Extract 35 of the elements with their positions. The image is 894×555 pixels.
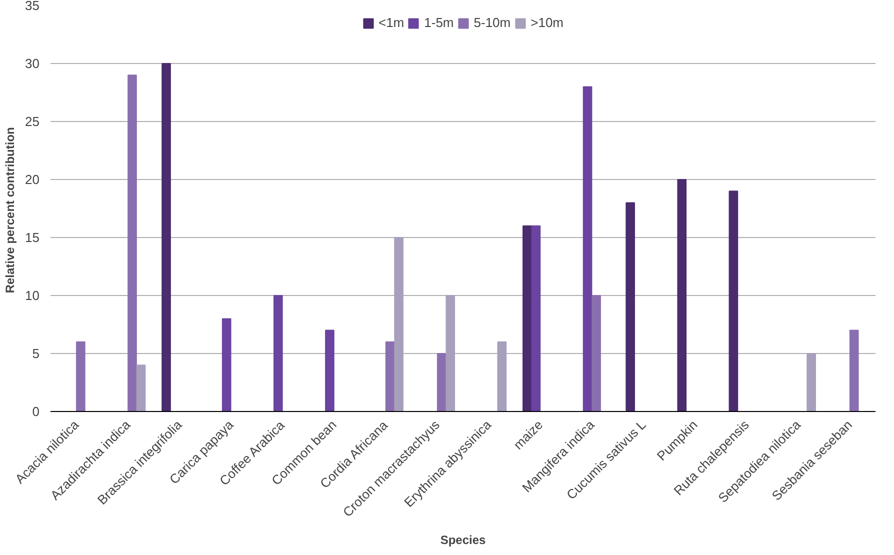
bar <box>522 225 532 412</box>
bar <box>677 179 687 412</box>
bar <box>592 295 601 412</box>
y-tick-label: 0 <box>32 404 40 419</box>
bar <box>436 353 446 412</box>
bar <box>728 190 738 412</box>
bar <box>497 341 507 412</box>
bar <box>849 330 859 412</box>
bar <box>128 74 137 412</box>
legend-label: <1m <box>378 15 404 30</box>
y-axis-title: Relative percent contribution <box>3 127 18 294</box>
y-tick-label: 10 <box>25 288 40 303</box>
legend-label: 1-5m <box>424 15 454 30</box>
x-axis-title: Species <box>440 533 486 548</box>
bar <box>626 202 635 412</box>
y-tick-label: 15 <box>25 230 40 245</box>
y-tick-label: 5 <box>32 346 40 361</box>
bar <box>446 295 456 412</box>
bar <box>222 318 232 412</box>
bar <box>273 295 283 412</box>
bar <box>162 63 171 412</box>
bar <box>136 364 146 412</box>
bar <box>385 341 395 412</box>
y-tick-label: 20 <box>25 172 40 187</box>
legend-label: 5-10m <box>474 15 511 30</box>
bar <box>76 341 86 412</box>
bar <box>806 353 816 412</box>
y-tick-label: 35 <box>25 0 40 13</box>
legend-label: >10m <box>530 15 564 30</box>
y-tick-label: 25 <box>25 114 40 129</box>
bar <box>582 86 592 412</box>
y-tick-label: 30 <box>25 56 40 71</box>
bar <box>325 330 334 412</box>
bar <box>394 237 404 412</box>
bar <box>531 225 541 412</box>
